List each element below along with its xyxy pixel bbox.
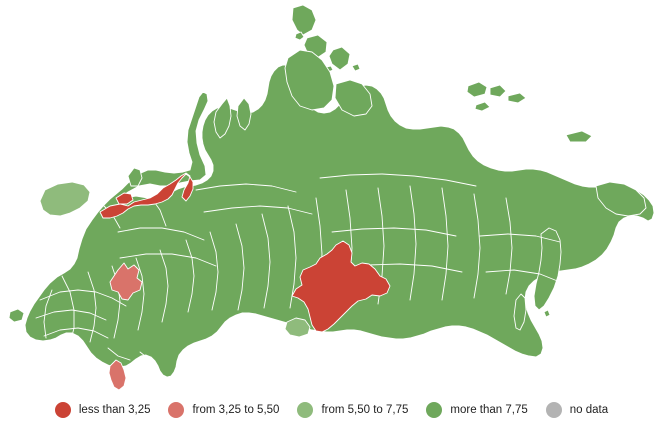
- legend-label: less than 3,25: [78, 404, 151, 416]
- region-dagestan[interactable]: [108, 359, 127, 391]
- region-kamchatka-krai[interactable]: [533, 227, 562, 311]
- region-gydan-peninsula[interactable]: [236, 97, 252, 131]
- legend-item-no-data[interactable]: no data: [545, 402, 609, 418]
- region-komi-republic[interactable]: [109, 262, 143, 301]
- region-khakassia[interactable]: [284, 317, 311, 338]
- region-october-rev-island[interactable]: [328, 46, 351, 71]
- legend-item-more-than-775[interactable]: more than 7,75: [426, 402, 528, 418]
- map-regions-from-550-to-775[interactable]: [39, 181, 311, 338]
- legend-label: no data: [569, 404, 609, 416]
- region-chukotka-lobe[interactable]: [595, 181, 647, 217]
- region-yamal-peninsula[interactable]: [213, 97, 232, 139]
- legend-swatch-icon: [545, 402, 562, 418]
- region-novosibirsk-islands-3[interactable]: [507, 92, 527, 104]
- region-russia-mainland[interactable]: [24, 64, 655, 378]
- legend-label: more than 7,75: [450, 404, 528, 416]
- region-novosibirsk-islands-4[interactable]: [474, 101, 491, 112]
- region-sakhalin-island[interactable]: [513, 293, 527, 331]
- map-regions-from-325-to-550[interactable]: [108, 262, 143, 391]
- region-murmansk-oblast[interactable]: [39, 181, 91, 217]
- region-severnaya-zemlya-mid[interactable]: [294, 31, 305, 41]
- region-severnaya-zemlya-north[interactable]: [291, 4, 317, 36]
- legend-label: from 5,50 to 7,75: [321, 404, 409, 416]
- region-small-island-a[interactable]: [351, 63, 361, 72]
- legend-item-from-550-to-775[interactable]: from 5,50 to 7,75: [297, 402, 408, 418]
- legend-item-from-325-to-550[interactable]: from 3,25 to 5,50: [168, 402, 279, 418]
- region-taymyr-lobe[interactable]: [284, 49, 335, 111]
- region-wrangel-island[interactable]: [565, 130, 593, 143]
- region-kuril-chain[interactable]: [543, 309, 551, 318]
- map-regions-more-than-775[interactable]: [8, 4, 655, 378]
- region-kaliningrad[interactable]: [8, 308, 25, 323]
- legend-swatch-icon: [297, 402, 314, 418]
- region-taymyr-khatanga[interactable]: [334, 79, 373, 117]
- map-regions-less-than-325[interactable]: [99, 172, 391, 333]
- legend-swatch-icon: [168, 402, 185, 418]
- legend-swatch-icon: [54, 402, 71, 418]
- region-novosibirsk-islands-2[interactable]: [489, 84, 507, 98]
- region-nenets-autonomous-okrug[interactable]: [99, 172, 194, 219]
- map-legend: less than 3,25 from 3,25 to 5,50 from 5,…: [0, 396, 663, 424]
- legend-swatch-icon: [426, 402, 443, 418]
- region-irkutsk-oblast[interactable]: [291, 240, 391, 333]
- russia-map[interactable]: .r-more { fill: #6fa85c; } .r-mid { fill…: [0, 0, 663, 395]
- region-kanin-peninsula[interactable]: [127, 167, 143, 187]
- region-novosibirsk-islands-1[interactable]: [466, 81, 488, 98]
- legend-label: from 3,25 to 5,50: [192, 404, 280, 416]
- legend-item-less-than-325[interactable]: less than 3,25: [54, 402, 151, 418]
